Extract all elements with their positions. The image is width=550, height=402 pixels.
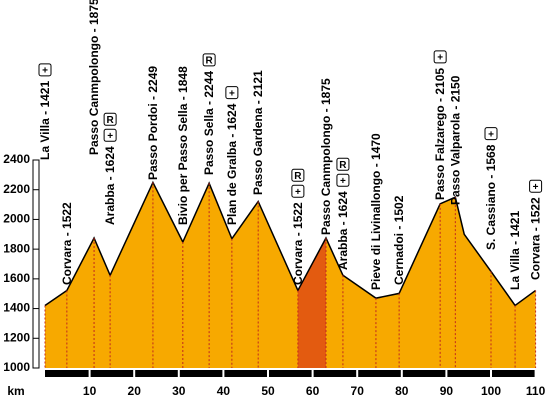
- x-tick: [267, 370, 269, 377]
- icon-box: [103, 128, 117, 142]
- icon: R: [206, 56, 214, 67]
- icon: +: [533, 182, 539, 193]
- y-tick-label: 2400: [3, 152, 30, 166]
- x-tick: [222, 370, 225, 377]
- x-tick-label: 90: [440, 384, 454, 398]
- stop-label: S. Cassiano - 1568: [484, 144, 498, 250]
- x-tick: [490, 370, 492, 377]
- icon-box: [291, 168, 305, 182]
- stop-label: Corvara - 1522: [529, 197, 543, 280]
- icon-box: [336, 173, 350, 187]
- icon: +: [42, 65, 48, 76]
- x-tick: [356, 370, 359, 377]
- icon-box: [103, 112, 117, 126]
- y-tick-label: 2000: [3, 212, 30, 226]
- icon-box: [529, 179, 543, 193]
- stop-label: Passo Gardena - 2121: [251, 70, 265, 195]
- icon: R: [339, 160, 347, 171]
- stop-label: La Villa - 1421: [508, 211, 522, 290]
- x-tick-label: 30: [172, 384, 186, 398]
- icon-box: [225, 86, 239, 100]
- x-tick: [133, 370, 136, 377]
- icon: +: [340, 176, 346, 187]
- stop-label: Plan de Gralba - 1624: [225, 103, 239, 225]
- icon-box: [484, 127, 498, 141]
- x-tick: [400, 370, 403, 377]
- stop-label: Pieve di Livinallongo - 1470: [369, 133, 383, 290]
- icon-box: [291, 184, 305, 198]
- y-tick-label: 1800: [3, 241, 30, 255]
- icon-box: [202, 53, 216, 67]
- stop-label: Corvara - 1522: [291, 202, 305, 285]
- x-tick-label: 20: [128, 384, 142, 398]
- icon: +: [488, 129, 494, 140]
- highlight-area: [297, 238, 326, 368]
- x-tick: [177, 370, 180, 377]
- stop-label: Passo Falzarego - 2105: [433, 68, 447, 200]
- y-tick-label: 1400: [3, 301, 30, 315]
- stop-label: Passo Pordoi - 2249: [146, 66, 160, 180]
- stop-label: Passo Valparola - 2150: [448, 75, 462, 205]
- x-tick-label: 110: [526, 384, 546, 398]
- stop-label: Passo Sella - 2244: [202, 71, 216, 175]
- y-tick-label: 1600: [3, 271, 30, 285]
- stop-label: Corvara - 1522: [60, 202, 74, 285]
- stop-label: Cernadoi - 1502: [392, 195, 406, 285]
- x-tick: [445, 370, 448, 377]
- icon: +: [229, 88, 235, 99]
- x-tick-label: 70: [351, 384, 365, 398]
- x-tick: [534, 370, 537, 377]
- icon-box: [336, 157, 350, 171]
- stop-label: Bivio per Passo Sella - 1848: [176, 66, 190, 225]
- icon: R: [294, 171, 302, 182]
- y-tick-label: 1000: [3, 360, 30, 374]
- x-tick: [88, 370, 91, 377]
- y-axis-strip: [32, 159, 40, 369]
- x-tick-label: 80: [395, 384, 409, 398]
- x-tick-label: 100: [481, 384, 501, 398]
- x-tick-label: 50: [261, 384, 275, 398]
- stop-label: Passo Canmpolongo - 1875: [87, 0, 101, 155]
- km-bar: [45, 370, 536, 377]
- icon: +: [437, 53, 443, 64]
- stop-label: Arabba - 1624: [336, 191, 350, 270]
- stop-label: Arabba - 1624: [103, 146, 117, 225]
- stop-label: La Villa - 1421: [38, 81, 52, 160]
- elevation-line: [44, 180, 537, 307]
- y-tick-label: 1200: [3, 330, 30, 344]
- x-tick-label: 40: [217, 384, 231, 398]
- icon-box: [38, 63, 52, 77]
- stop-label: Passo Canmpolongo - 1875: [319, 78, 333, 235]
- icon: +: [107, 131, 113, 142]
- y-tick-label: 2200: [3, 182, 30, 196]
- x-axis-label: km: [7, 384, 24, 398]
- x-tick-label: 60: [306, 384, 320, 398]
- icon-box: [433, 50, 447, 64]
- x-tick: [311, 370, 314, 377]
- x-tick-label: 10: [83, 384, 97, 398]
- icon: R: [106, 115, 114, 126]
- icon: +: [295, 187, 301, 198]
